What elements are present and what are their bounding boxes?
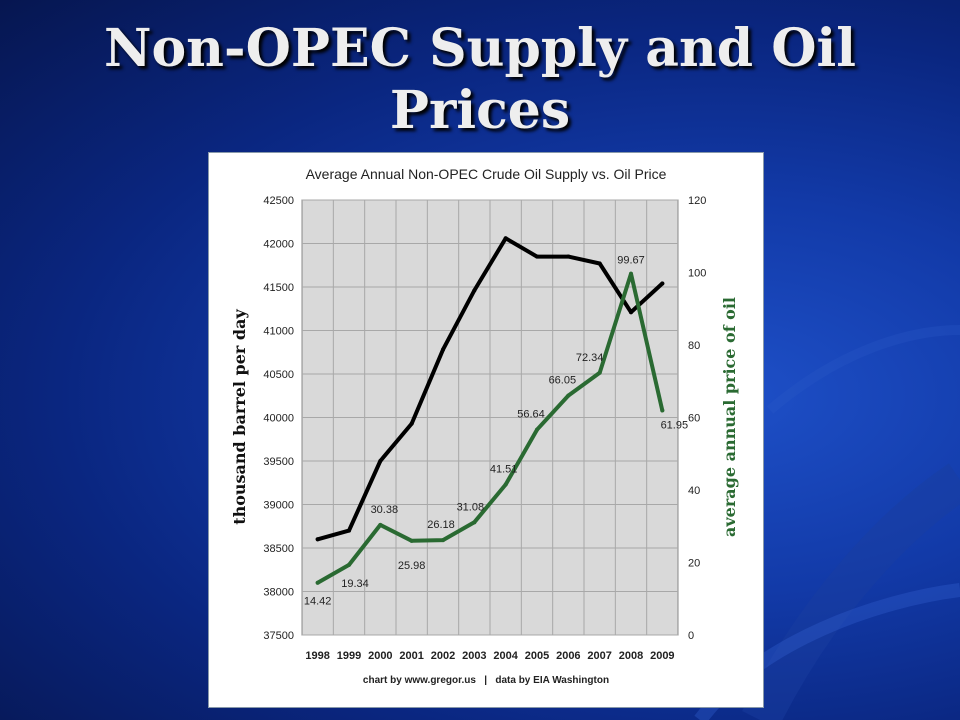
x-tick-label: 2002 — [431, 650, 455, 662]
left-tick-label: 41500 — [263, 282, 294, 294]
supply-point — [409, 421, 414, 426]
price-data-label: 30.38 — [371, 504, 399, 516]
right-axis-ticks: 120 100 80 60 40 20 0 — [688, 195, 706, 642]
price-data-label: 41.51 — [490, 464, 518, 476]
chart-footer: chart by www.gregor.us | data by EIA Was… — [363, 675, 609, 686]
left-tick-label: 40000 — [263, 413, 294, 425]
supply-point — [472, 288, 477, 293]
price-data-label: 14.42 — [304, 596, 332, 608]
oil-price-point — [441, 538, 445, 543]
left-axis-ticks: 42500 42000 41500 41000 40500 40000 39500 39000… — [263, 195, 294, 642]
x-tick-label: 2004 — [493, 650, 518, 662]
x-tick-label: 2001 — [399, 650, 423, 662]
x-tick-label: 2008 — [619, 650, 643, 662]
grid-lines — [302, 199, 678, 636]
right-tick-label: 0 — [688, 630, 694, 642]
oil-price-line — [315, 271, 665, 585]
x-tick-label: 2000 — [368, 650, 392, 662]
oil-price-point — [315, 580, 320, 585]
left-axis-label: thousand barrel per day — [230, 309, 249, 525]
slide-title: Non-OPEC Supply and Oil Prices — [0, 18, 960, 142]
price-data-label: 31.08 — [457, 501, 485, 513]
price-data-label: 61.95 — [661, 419, 689, 431]
oil-price-point — [566, 393, 571, 398]
right-tick-label: 60 — [688, 413, 700, 425]
left-tick-label: 37500 — [263, 630, 294, 642]
x-tick-label: 2007 — [587, 650, 611, 662]
price-data-label: 66.05 — [549, 375, 577, 387]
supply-point — [597, 261, 602, 266]
oil-price-point — [535, 427, 539, 432]
supply-point — [503, 236, 508, 241]
right-tick-label: 80 — [688, 340, 700, 352]
oil-price-point — [472, 520, 477, 525]
supply-point — [347, 528, 351, 533]
oil-price-point — [409, 538, 414, 543]
oil-price-point — [597, 370, 602, 375]
chart-title: Average Annual Non-OPEC Crude Oil Supply… — [306, 166, 667, 182]
oil-price-point — [347, 562, 351, 567]
price-data-label: 26.18 — [427, 519, 455, 531]
slide-title-line-2: Prices — [389, 80, 571, 141]
right-tick-label: 20 — [688, 558, 700, 570]
left-tick-label: 42500 — [263, 195, 294, 207]
x-tick-label: 2006 — [556, 650, 580, 662]
price-data-label: 99.67 — [617, 255, 645, 267]
price-data-label: 72.34 — [576, 352, 604, 364]
supply-point — [441, 347, 445, 352]
price-data-label: 19.34 — [341, 578, 369, 590]
left-tick-label: 39500 — [263, 456, 294, 468]
x-tick-label: 2003 — [462, 650, 486, 662]
left-tick-label: 41000 — [263, 326, 294, 338]
left-tick-label: 40500 — [263, 369, 294, 381]
oil-price-point — [660, 408, 665, 413]
left-tick-label: 39000 — [263, 500, 294, 512]
non-opec-supply-line — [315, 236, 665, 542]
chart-panel: Average Annual Non-OPEC Crude Oil Supply… — [208, 152, 764, 708]
x-tick-label: 2005 — [525, 650, 549, 662]
right-tick-label: 40 — [688, 485, 700, 497]
slide-title-line-1: Non-OPEC Supply and Oil — [103, 18, 857, 79]
supply-point — [378, 459, 383, 463]
x-tick-label: 1998 — [305, 650, 329, 662]
supply-point — [566, 254, 571, 259]
right-tick-label: 100 — [688, 268, 706, 280]
oil-price-point — [378, 522, 383, 527]
left-tick-label: 38000 — [263, 587, 294, 599]
supply-point — [315, 537, 320, 542]
right-axis-label: average annual price of oil — [720, 297, 739, 537]
supply-point — [629, 310, 633, 315]
price-data-label: 25.98 — [398, 560, 426, 572]
chart-svg: Average Annual Non-OPEC Crude Oil Supply… — [230, 166, 739, 686]
x-axis-ticks: 1998 1999 2000 2001 2002 2003 2004 2005 2006 2007… — [305, 650, 674, 662]
supply-point — [535, 254, 539, 259]
oil-price-point — [629, 271, 633, 276]
oil-price-point — [503, 482, 508, 487]
left-tick-label: 42000 — [263, 239, 294, 251]
supply-point — [660, 281, 665, 286]
right-tick-label: 120 — [688, 195, 706, 207]
left-tick-label: 38500 — [263, 543, 294, 555]
price-data-label: 56.64 — [517, 409, 545, 421]
x-tick-label: 2009 — [650, 650, 674, 662]
x-tick-label: 1999 — [337, 650, 361, 662]
